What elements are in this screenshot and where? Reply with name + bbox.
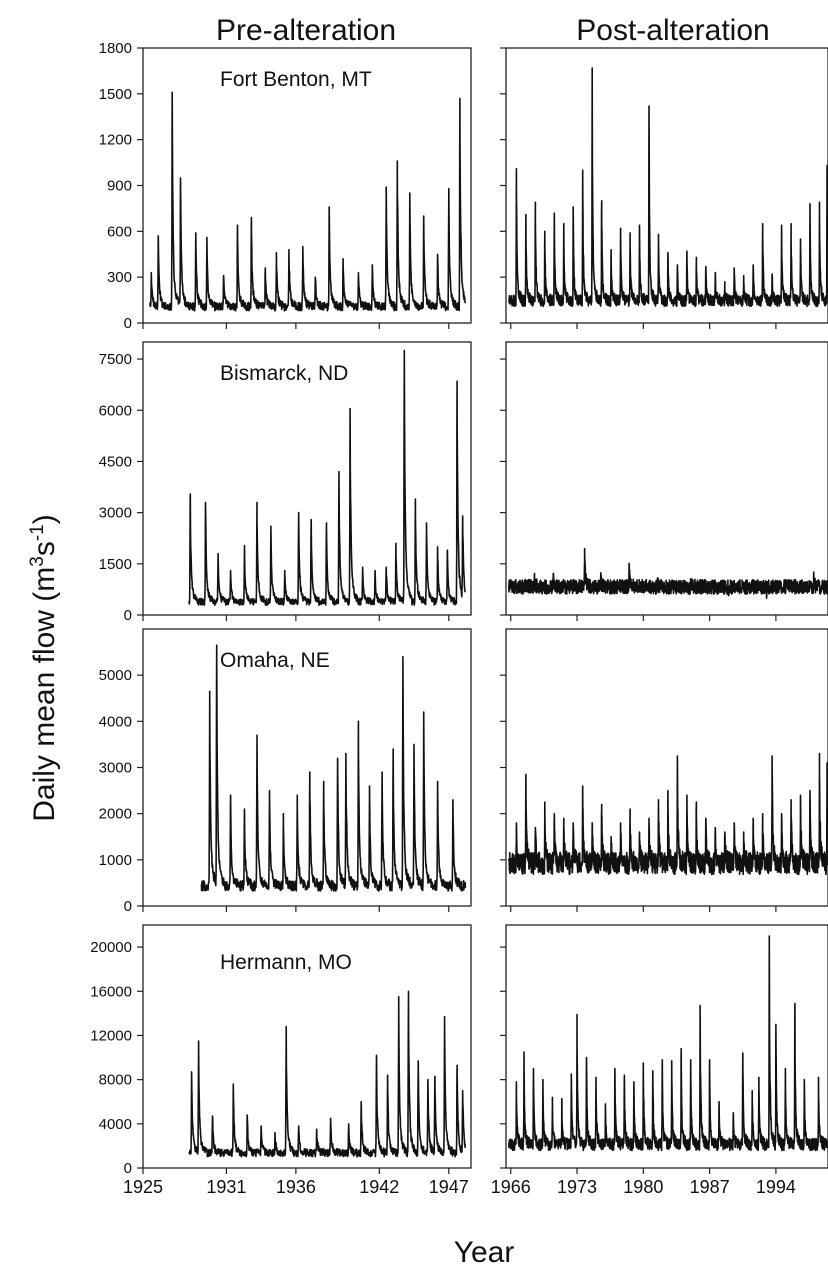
- y-tick-label: 0: [124, 898, 132, 915]
- y-tick-label: 12000: [90, 1027, 132, 1044]
- panels-group: 0 300 600 900 1200 1500 1800 Fort Benton, MT 0 15…: [90, 40, 828, 1197]
- x-tick-label: 1966: [491, 1177, 531, 1197]
- panel-frame-pre-1: [142, 341, 472, 616]
- flow-series-pre-0: [149, 91, 467, 312]
- y-tick-label: 20000: [90, 939, 132, 956]
- y-axis-title-mid: s: [28, 541, 61, 556]
- station-label: Omaha, NE: [220, 649, 330, 672]
- flow-series-post-3: [508, 935, 828, 1152]
- y-tick-label: 1200: [99, 132, 132, 149]
- x-tick-label: 1947: [429, 1177, 469, 1197]
- x-tick-label: 1980: [623, 1177, 663, 1197]
- column-title-post: Post-alteration: [576, 14, 769, 47]
- y-tick-label: 3000: [99, 760, 132, 777]
- y-tick-label: 4000: [99, 1116, 132, 1133]
- x-tick-label: 1942: [359, 1177, 399, 1197]
- x-tick-label: 1973: [557, 1177, 597, 1197]
- x-tick-label: 1931: [206, 1177, 246, 1197]
- flow-series-post-2: [508, 752, 828, 876]
- x-axis-title: Year: [454, 1236, 515, 1269]
- x-tick-label: 1987: [690, 1177, 730, 1197]
- y-tick-label: 8000: [99, 1072, 132, 1089]
- x-tick-label: 1994: [756, 1177, 796, 1197]
- y-tick-label: 16000: [90, 983, 132, 1000]
- y-tick-label: 3000: [99, 505, 132, 522]
- y-tick-label: 300: [107, 269, 132, 286]
- flow-series-post-1: [508, 547, 828, 599]
- y-axis-title-sup2: -1: [27, 524, 48, 541]
- y-tick-label: 1800: [99, 40, 132, 57]
- y-tick-label: 4000: [99, 713, 132, 730]
- y-tick-label: 1500: [99, 86, 132, 103]
- flow-series-pre-1: [188, 349, 466, 606]
- y-axis-title-main: Daily mean flow (m: [28, 567, 61, 822]
- flow-series-pre-2: [200, 644, 467, 892]
- y-axis-title: Daily mean flow (m3s-1): [27, 514, 61, 822]
- y-tick-label: 0: [124, 1160, 132, 1177]
- y-tick-label: 2000: [99, 806, 132, 823]
- station-label: Bismarck, ND: [220, 362, 348, 385]
- y-tick-label: 0: [124, 315, 132, 332]
- panel-frame-post-1: [505, 341, 828, 616]
- y-tick-label: 7500: [99, 351, 132, 368]
- y-axis-title-sup1: 3: [27, 556, 48, 567]
- station-label: Hermann, MO: [220, 951, 352, 974]
- flow-series-pre-3: [188, 990, 466, 1158]
- column-title-pre: Pre-alteration: [216, 14, 396, 47]
- station-label: Fort Benton, MT: [220, 68, 372, 91]
- y-tick-label: 900: [107, 178, 132, 195]
- y-tick-label: 5000: [99, 667, 132, 684]
- y-tick-label: 0: [124, 607, 132, 624]
- x-tick-label: 1925: [123, 1177, 163, 1197]
- y-tick-label: 1000: [99, 852, 132, 869]
- x-tick-label: 1936: [276, 1177, 316, 1197]
- y-tick-label: 600: [107, 223, 132, 240]
- y-tick-label: 6000: [99, 402, 132, 419]
- y-tick-label: 4500: [99, 453, 132, 470]
- flow-series-post-0: [508, 67, 828, 308]
- y-tick-label: 1500: [99, 556, 132, 573]
- panel-frame-pre-3: [142, 924, 472, 1169]
- y-axis-title-end: ): [28, 514, 61, 524]
- panel-frame-post-3: [505, 924, 828, 1169]
